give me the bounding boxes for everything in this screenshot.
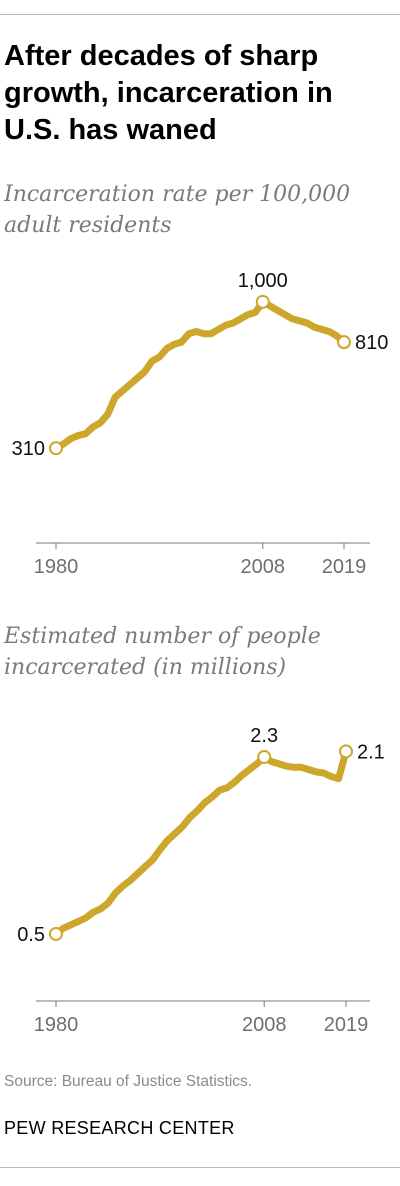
x-tick-label: 2008 [242, 1014, 287, 1036]
incarceration-rate-chart: 1980 2008 2019 310 1,000 810 [12, 270, 389, 578]
data-label: 0.5 [17, 924, 45, 946]
series-line [52, 298, 348, 452]
highlight-point [337, 335, 351, 350]
highlight-point [257, 750, 272, 765]
bottom-rule [0, 1167, 400, 1168]
highlight-point [49, 926, 63, 941]
x-tick-label: 1980 [34, 1014, 79, 1036]
source-note: Source: Bureau of Justice Statistics. [4, 1073, 253, 1090]
data-label: 2.1 [357, 741, 385, 763]
highlight-point [49, 441, 63, 456]
data-label: 1,000 [238, 270, 288, 292]
chart-1-subtitle: Incarceration rate per 100,000 adult res… [4, 182, 351, 238]
x-tick-label: 1980 [34, 556, 79, 578]
data-label: 310 [12, 438, 45, 460]
x-tick-label: 2008 [241, 556, 286, 578]
chart-title: After decades of sharp growth, incarcera… [4, 40, 333, 146]
incarcerated-people-chart: 1980 2008 2019 0.5 2.3 2.1 [17, 725, 385, 1036]
highlight-point [339, 744, 353, 759]
credit-label: PEW RESEARCH CENTER [4, 1118, 235, 1138]
data-label: 810 [355, 332, 388, 354]
highlight-point [255, 294, 270, 309]
top-rule [0, 14, 400, 15]
series-line [52, 747, 350, 938]
x-tick-label: 2019 [322, 556, 367, 578]
x-tick-label: 2019 [324, 1014, 369, 1036]
data-label: 2.3 [250, 725, 278, 747]
chart-2-subtitle: Estimated number of people incarcerated … [4, 624, 321, 680]
